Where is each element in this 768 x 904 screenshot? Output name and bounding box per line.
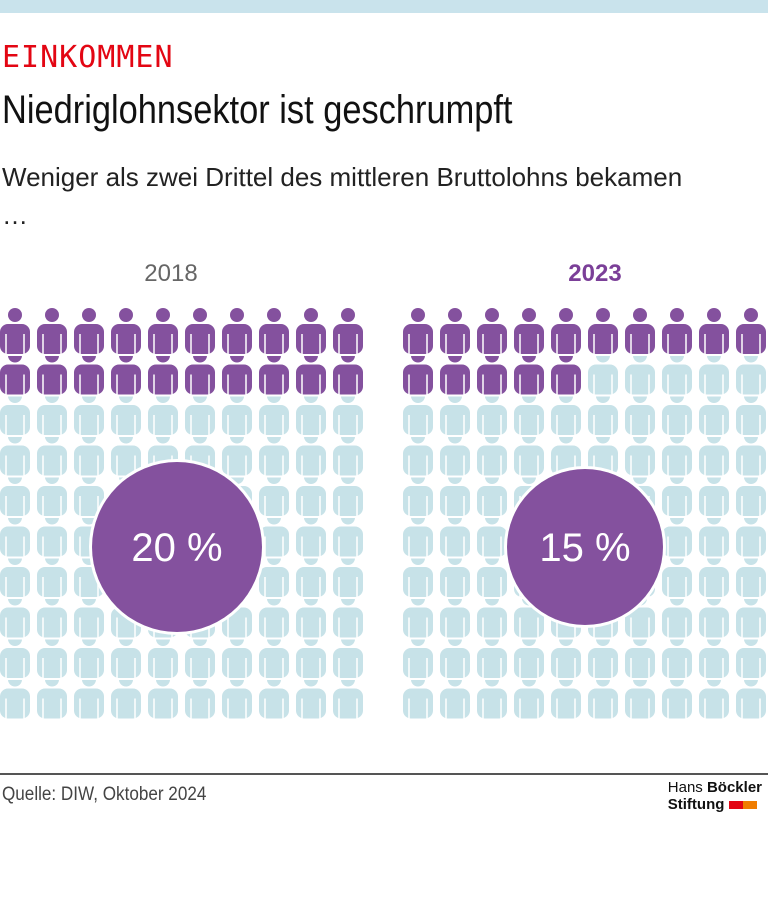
page-title: Niedriglohnsektor ist geschrumpft [2,88,513,132]
person-icon [183,306,217,356]
percent-badge [507,469,663,625]
panel-2018: 20 % [0,306,365,721]
person-icon [0,671,32,721]
person-icon [475,306,509,356]
person-icon [438,671,472,721]
person-icon [331,671,365,721]
person-icon [623,306,657,356]
person-icon [586,306,620,356]
kicker: EINKOMMEN [2,40,174,75]
person-icon [697,630,731,680]
person-icon [183,630,217,680]
person-icon [35,630,69,680]
year-label-2018: 2018 [144,260,198,287]
person-icon [623,590,657,640]
person-icon [35,549,69,599]
person-icon [697,306,731,356]
panel-2023: 15 % [401,306,768,721]
pictogram-chart: 20 % 15 % [0,306,768,721]
person-icon [512,387,546,437]
person-icon [401,671,435,721]
person-icon [35,387,69,437]
person-icon [0,428,32,478]
subtitle: Weniger als zwei Drittel des mittleren B… [2,162,683,230]
person-icon [401,590,435,640]
person-icon [438,306,472,356]
source-note: Quelle: DIW, Oktober 2024 [2,784,207,805]
person-icon [660,306,694,356]
person-icon [220,306,254,356]
person-icon [331,509,365,559]
percent-label: 20 % [131,526,222,570]
person-icon [220,387,254,437]
top-bar [0,0,768,13]
person-icon [475,549,509,599]
person-icon [401,306,435,356]
person-icon [734,306,768,356]
person-icon [734,468,768,518]
person-icon [0,590,32,640]
person-icon [72,306,106,356]
person-icon [220,347,254,397]
person-icon [331,387,365,437]
person-icon [294,306,328,356]
person-icon [586,387,620,437]
person-icon [109,306,143,356]
person-icon [331,347,365,397]
person-icon [35,306,69,356]
person-icon [734,630,768,680]
person-icon [549,306,583,356]
person-icon [294,428,328,478]
logo: Hans Böckler Stiftung [667,779,762,813]
person-icon [257,509,291,559]
person-icon [660,590,694,640]
person-icon [401,630,435,680]
person-icon [660,468,694,518]
person-icon [0,306,32,356]
person-icon [697,468,731,518]
person-icon [146,306,180,356]
person-icon [331,306,365,356]
person-icon [623,387,657,437]
person-icon [512,306,546,356]
person-icon [697,549,731,599]
divider [0,773,768,775]
percent-badge [92,462,262,632]
percent-label: 15 % [539,526,630,570]
person-icon [623,428,657,478]
year-label-2023: 2023 [568,260,622,287]
person-icon [257,306,291,356]
